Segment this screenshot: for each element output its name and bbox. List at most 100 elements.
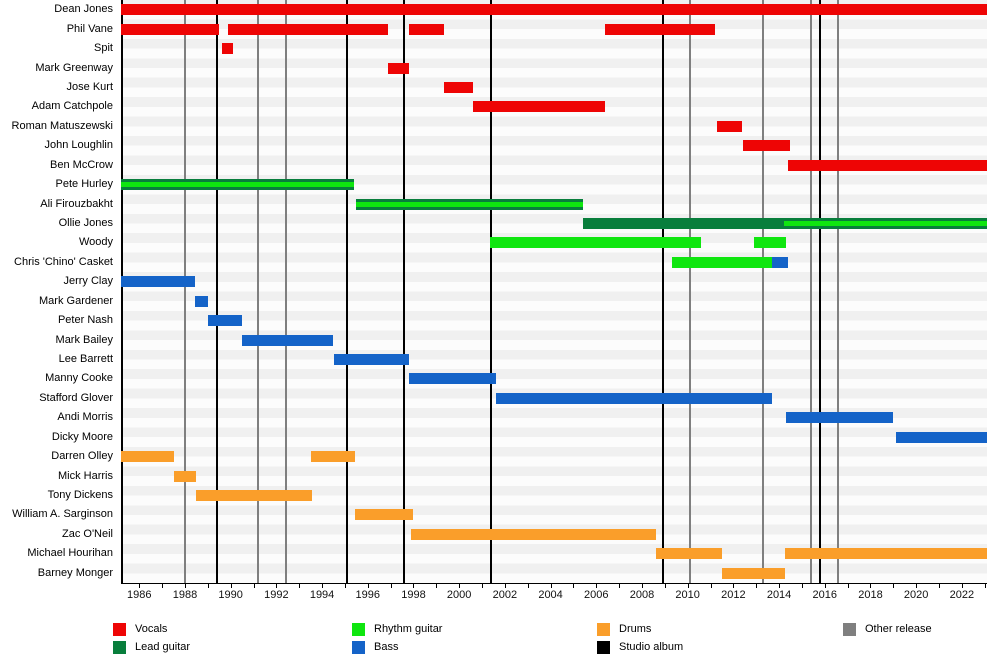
timeline-bar-vocals [472, 101, 606, 113]
timeline-bar-drums [310, 451, 356, 463]
member-label: Manny Cooke [45, 372, 113, 385]
timeline-bar-lead-rhythm [783, 217, 987, 229]
timeline-bar-bass [333, 354, 409, 366]
timeline-bar-rhythm [671, 256, 773, 268]
timeline-bar-bass [121, 276, 196, 288]
other-release-line [837, 0, 840, 583]
secondary-role-stripe [356, 201, 583, 207]
legend-item: Vocals [113, 622, 167, 636]
legend-swatch-bass [352, 640, 365, 654]
member-label: Woody [78, 236, 113, 249]
timeline-bar-bass [895, 431, 987, 443]
legend-label: Drums [619, 623, 652, 635]
member-label: Chris 'Chino' Casket [14, 255, 113, 268]
member-label: John Loughlin [44, 139, 113, 152]
legend-swatch-vocals [113, 622, 126, 636]
other-release-line [762, 0, 765, 583]
member-label: William A. Sarginson [12, 508, 113, 521]
legend-swatch-drums [597, 622, 610, 636]
studio-album-line [215, 0, 218, 583]
timeline-bar-bass [207, 315, 243, 327]
member-label: Jerry Clay [63, 275, 113, 288]
member-label: Ali Firouzbakht [40, 197, 113, 210]
timeline-bar-bass [495, 392, 773, 404]
member-label: Dean Jones [54, 3, 113, 16]
member-name-column: Dean Jones Phil Vane Spit Mark Greenway Jose… [0, 0, 117, 583]
timeline-bar-bass [772, 256, 789, 268]
legend-swatch-rhythm [352, 622, 365, 636]
timeline-bar-rhythm [753, 237, 786, 249]
timeline-bar-drums [173, 470, 197, 482]
timeline-bar-lead [582, 217, 784, 229]
member-label: Andi Morris [57, 411, 113, 424]
timeline-bar-vocals [717, 120, 743, 132]
timeline-bar-drums [784, 548, 987, 560]
secondary-role-stripe [121, 182, 355, 188]
member-label: Dicky Moore [51, 430, 113, 443]
timeline-bar-vocals [605, 23, 716, 35]
other-release-line [183, 0, 186, 583]
timeline-bar-bass [242, 334, 334, 346]
timeline-bar-bass [408, 373, 496, 385]
member-label: Zac O'Neil [62, 527, 113, 540]
timeline-plot-area [121, 0, 987, 583]
timeline-bar-drums [355, 509, 414, 521]
legend-swatch-other [843, 622, 856, 636]
secondary-role-stripe [783, 220, 987, 226]
legend-item: Rhythm guitar [352, 622, 442, 636]
legend-label: Vocals [135, 623, 168, 635]
timeline-bar-vocals [221, 43, 233, 55]
member-label: Spit [94, 42, 113, 55]
member-label: Roman Matuszewski [11, 119, 113, 132]
studio-album-line [490, 0, 493, 583]
legend-item: Other release [843, 622, 932, 636]
other-release-line [810, 0, 813, 583]
timeline-bar-lead-rhythm [356, 198, 583, 210]
member-label: Lee Barrett [58, 353, 113, 366]
legend-item: Lead guitar [113, 640, 190, 654]
timeline-bar-vocals [408, 23, 445, 35]
member-label: Tony Dickens [47, 489, 113, 502]
studio-album-line [661, 0, 664, 583]
member-label: Michael Hourihan [27, 547, 113, 560]
timeline-bar-drums [411, 528, 656, 540]
timeline-bar-vocals [788, 159, 987, 171]
timeline-bar-bass [195, 295, 208, 307]
legend-label: Bass [374, 641, 399, 653]
timeline-bar-vocals [742, 140, 791, 152]
timeline-bar-vocals [388, 62, 409, 74]
member-label: Mick Harris [58, 469, 113, 482]
timeline-bar-vocals [444, 81, 473, 93]
other-release-line [688, 0, 691, 583]
member-label: Mark Gardener [39, 294, 113, 307]
member-label: Ollie Jones [58, 216, 113, 229]
legend-item: Studio album [597, 640, 683, 654]
legend-item: Bass [352, 640, 398, 654]
member-label: Mark Greenway [35, 61, 113, 74]
timeline-bar-vocals [121, 4, 987, 16]
timeline-bar-vocals [228, 23, 389, 35]
member-label: Ben McCrow [50, 158, 113, 171]
legend-label: Studio album [619, 641, 684, 653]
timeline-bar-drums [196, 490, 312, 502]
member-label: Stafford Glover [39, 391, 113, 404]
timeline-bar-drums [655, 548, 722, 560]
studio-album-line [403, 0, 406, 583]
other-release-line [284, 0, 287, 583]
member-label: Peter Nash [57, 314, 113, 327]
timeline-bar-drums [721, 567, 785, 579]
member-label: Pete Hurley [55, 178, 113, 191]
studio-album-line [819, 0, 822, 583]
other-release-line [257, 0, 260, 583]
member-label: Phil Vane [66, 22, 113, 35]
legend-label: Lead guitar [135, 641, 191, 653]
legend-label: Other release [865, 623, 932, 635]
member-label: Barney Monger [37, 566, 113, 579]
timeline-bar-vocals [121, 23, 220, 35]
legend-label: Rhythm guitar [374, 623, 443, 635]
member-label: Darren Olley [51, 450, 113, 463]
timeline-bar-drums [121, 451, 174, 463]
legend-item: Drums [597, 622, 651, 636]
